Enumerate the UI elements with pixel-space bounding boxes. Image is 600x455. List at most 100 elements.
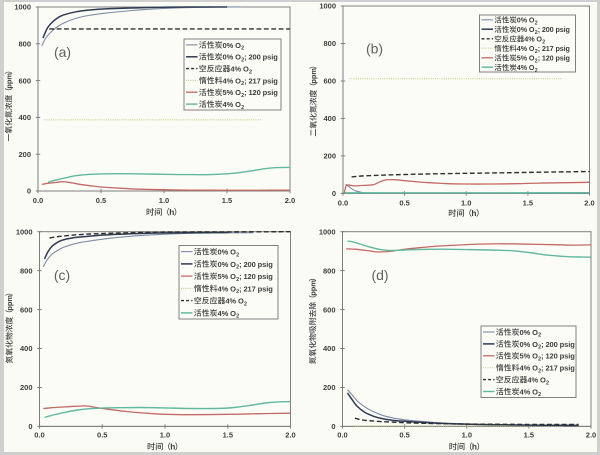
svg-text:4% O: 4% O	[527, 376, 546, 385]
svg-text:0% O: 0% O	[520, 340, 539, 349]
svg-text:h: h	[170, 442, 175, 452]
svg-text:800: 800	[18, 40, 31, 49]
svg-text:4% O: 4% O	[223, 100, 242, 109]
svg-text:2: 2	[538, 368, 541, 374]
svg-text:2: 2	[244, 301, 247, 307]
svg-text:1000: 1000	[319, 227, 336, 236]
svg-text:0.5: 0.5	[399, 430, 409, 439]
svg-text:; 120 psig: ; 120 psig	[239, 272, 273, 281]
svg-text:1.5: 1.5	[523, 199, 533, 208]
svg-text:4% O: 4% O	[524, 35, 542, 44]
svg-text:1.0: 1.0	[159, 196, 169, 205]
svg-text:2: 2	[241, 57, 244, 63]
svg-text:2: 2	[535, 68, 538, 74]
svg-text:1000: 1000	[16, 227, 33, 236]
svg-text:ppm: ppm	[5, 295, 14, 311]
svg-text:1000: 1000	[319, 2, 336, 11]
svg-text:ppm: ppm	[309, 280, 318, 296]
svg-text:0% O: 0% O	[218, 248, 237, 257]
svg-text:2: 2	[535, 58, 538, 64]
svg-text:4% O: 4% O	[517, 44, 535, 53]
svg-text:2: 2	[241, 105, 244, 111]
svg-text:0: 0	[28, 422, 32, 431]
svg-text:2: 2	[542, 39, 545, 45]
svg-text:200: 200	[323, 383, 336, 392]
svg-text:1.0: 1.0	[461, 199, 471, 208]
svg-text:400: 400	[323, 114, 336, 123]
svg-text:ppm: ppm	[5, 73, 14, 89]
svg-text:0.0: 0.0	[337, 430, 347, 439]
svg-text:0.5: 0.5	[399, 199, 409, 208]
svg-text:0: 0	[332, 189, 336, 198]
svg-text:1.5: 1.5	[524, 430, 534, 439]
svg-text:(c): (c)	[54, 267, 70, 283]
svg-text:800: 800	[323, 39, 336, 48]
svg-text:; 217 psig: ; 217 psig	[244, 76, 278, 85]
svg-text:1.0: 1.0	[462, 430, 472, 439]
svg-text:0.5: 0.5	[96, 196, 106, 205]
svg-text:(a): (a)	[54, 44, 71, 60]
svg-text:4% O: 4% O	[520, 387, 539, 396]
svg-text:2: 2	[241, 81, 244, 87]
svg-text:600: 600	[20, 305, 33, 314]
svg-text:2.0: 2.0	[285, 430, 295, 439]
svg-text:2.0: 2.0	[285, 196, 295, 205]
svg-text:(b): (b)	[366, 41, 383, 57]
svg-text:1.5: 1.5	[223, 430, 233, 439]
svg-text:0% O: 0% O	[218, 260, 237, 269]
svg-text:400: 400	[18, 113, 31, 122]
svg-text:h: h	[169, 207, 174, 217]
svg-text:2: 2	[236, 289, 239, 295]
svg-text:200: 200	[20, 383, 33, 392]
svg-text:2: 2	[546, 380, 549, 386]
svg-text:1.5: 1.5	[222, 196, 232, 205]
svg-text:2: 2	[538, 392, 541, 398]
svg-text:2: 2	[236, 277, 239, 283]
svg-text:h: h	[471, 208, 476, 218]
svg-text:(d): (d)	[371, 267, 388, 283]
svg-text:4% O: 4% O	[223, 76, 242, 85]
svg-text:400: 400	[20, 344, 33, 353]
svg-text:0% O: 0% O	[223, 53, 242, 62]
svg-text:2: 2	[538, 333, 541, 339]
svg-text:800: 800	[20, 266, 33, 275]
svg-text:0.0: 0.0	[33, 196, 43, 205]
svg-text:0.5: 0.5	[97, 430, 107, 439]
svg-text:0.0: 0.0	[338, 199, 348, 208]
svg-text:800: 800	[323, 266, 336, 275]
svg-text:; 217 psig: ; 217 psig	[538, 44, 570, 53]
svg-text:600: 600	[323, 77, 336, 86]
svg-text:2: 2	[538, 345, 541, 351]
svg-text:0: 0	[27, 187, 31, 196]
svg-text:5% O: 5% O	[223, 88, 242, 97]
svg-text:0.0: 0.0	[34, 430, 44, 439]
svg-text:; 217 psig: ; 217 psig	[541, 364, 575, 373]
svg-text:; 200 psig: ; 200 psig	[244, 53, 278, 62]
svg-text:; 217 psig: ; 217 psig	[239, 284, 273, 293]
svg-text:ppm: ppm	[309, 68, 318, 84]
svg-text:0% O: 0% O	[223, 41, 242, 50]
svg-text:; 120 psig: ; 120 psig	[538, 54, 570, 63]
svg-text:4% O: 4% O	[230, 65, 249, 74]
svg-text:; 120 psig: ; 120 psig	[244, 88, 278, 97]
svg-text:2: 2	[241, 46, 244, 52]
svg-text:2.0: 2.0	[584, 199, 594, 208]
svg-text:200: 200	[18, 150, 31, 159]
svg-text:2.0: 2.0	[586, 430, 596, 439]
svg-text:2: 2	[236, 265, 239, 271]
svg-text:0% O: 0% O	[517, 16, 535, 25]
svg-text:4% O: 4% O	[520, 364, 539, 373]
svg-text:0: 0	[331, 422, 335, 431]
svg-text:; 120 psig: ; 120 psig	[541, 352, 575, 361]
svg-text:4% O: 4% O	[218, 309, 237, 318]
svg-text:400: 400	[323, 344, 336, 353]
svg-text:2: 2	[538, 357, 541, 363]
svg-text:2: 2	[236, 314, 239, 320]
svg-text:0% O: 0% O	[520, 328, 539, 337]
svg-text:4% O: 4% O	[218, 284, 237, 293]
svg-text:4% O: 4% O	[225, 297, 244, 306]
svg-text:200: 200	[323, 152, 336, 161]
svg-text:600: 600	[323, 305, 336, 314]
svg-text:1000: 1000	[14, 3, 31, 12]
svg-text:2: 2	[535, 30, 538, 36]
